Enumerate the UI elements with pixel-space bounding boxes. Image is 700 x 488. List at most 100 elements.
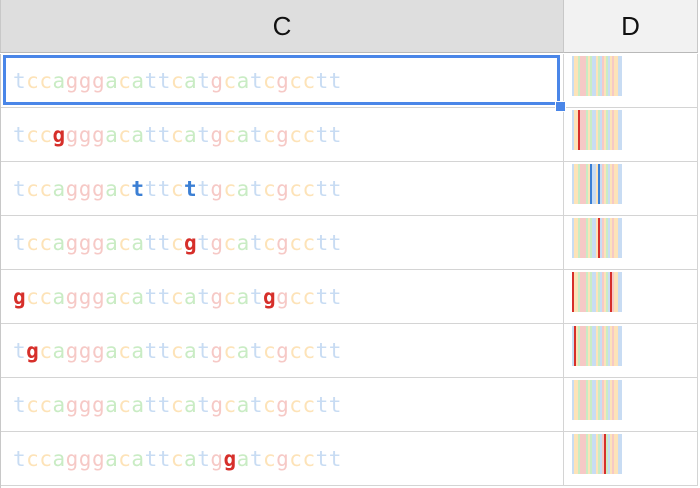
nucleotide: c [302, 176, 316, 201]
strip-band [606, 326, 608, 366]
nucleotide: c [302, 68, 316, 93]
nucleotide: t [157, 392, 171, 417]
nucleotide: g [65, 392, 79, 417]
nucleotide: t [131, 176, 145, 201]
strip-band [600, 326, 602, 366]
nucleotide: g [210, 68, 224, 93]
fill-handle[interactable] [555, 101, 566, 112]
column-header-c[interactable]: C [0, 0, 564, 53]
nucleotide: c [170, 446, 185, 471]
nucleotide: t [144, 284, 158, 309]
sequence-text: tccagggacattcatggatcgcctt [13, 447, 342, 471]
sequence-color-strip [572, 110, 622, 150]
nucleotide: c [26, 446, 40, 471]
strip-band [612, 434, 614, 474]
nucleotide: a [105, 338, 119, 363]
nucleotide: t [13, 122, 27, 147]
nucleotide: c [262, 68, 277, 93]
cell-d-sequence-strip[interactable] [564, 324, 698, 378]
cell-d-sequence-strip[interactable] [564, 108, 698, 162]
strip-band [594, 218, 596, 258]
strip-band [578, 218, 580, 258]
strip-band [612, 218, 614, 258]
column-header-d[interactable]: D [564, 0, 698, 53]
strip-band [612, 164, 614, 204]
nucleotide: c [262, 122, 277, 147]
strip-band [620, 56, 622, 96]
nucleotide: c [39, 68, 53, 93]
nucleotide: t [197, 68, 211, 93]
strip-band [586, 272, 588, 312]
cell-d-sequence-strip[interactable] [564, 54, 698, 108]
strip-band [602, 380, 604, 420]
nucleotide: a [52, 338, 66, 363]
strip-band [594, 110, 596, 150]
nucleotide: a [105, 284, 119, 309]
nucleotide: t [249, 338, 263, 363]
cell-c-sequence[interactable]: tccagggacattcatggatcgcctt [1, 432, 564, 486]
nucleotide: g [210, 392, 224, 417]
nucleotide: g [210, 284, 224, 309]
strip-band [606, 272, 608, 312]
strip-band [576, 110, 578, 150]
cell-c-sequence[interactable]: tccagggacattcgtgcatcgcctt [1, 216, 564, 270]
nucleotide: t [315, 284, 329, 309]
nucleotide: t [328, 284, 342, 309]
strip-band [578, 56, 580, 96]
cell-c-sequence[interactable]: tccggggacattcatgcatcgcctt [1, 108, 564, 162]
nucleotide: a [184, 68, 198, 93]
nucleotide: a [52, 446, 66, 471]
cell-d-sequence-strip[interactable] [564, 270, 698, 324]
cell-c-sequence[interactable]: tccagggacattcatgcatcgcctt [1, 378, 564, 432]
nucleotide: a [131, 338, 145, 363]
nucleotide: g [210, 230, 224, 255]
strip-band [586, 56, 588, 96]
strip-band [592, 110, 594, 150]
nucleotide: c [39, 122, 53, 147]
strip-band [608, 380, 610, 420]
strip-band [582, 164, 584, 204]
cell-c-sequence[interactable]: tccagggactttcttgcatcgcctt [1, 162, 564, 216]
strip-band [600, 110, 602, 150]
strip-band [610, 110, 612, 150]
cell-c-sequence[interactable]: tccagggacattcatgcatcgcctt [1, 54, 564, 108]
nucleotide: a [105, 68, 119, 93]
nucleotide: t [157, 176, 171, 201]
nucleotide: a [131, 446, 145, 471]
strip-band [572, 272, 574, 312]
strip-band [572, 164, 574, 204]
nucleotide: t [315, 230, 329, 255]
strip-band [584, 56, 586, 96]
cell-d-sequence-strip[interactable] [564, 378, 698, 432]
nucleotide: c [26, 176, 40, 201]
nucleotide: t [249, 230, 263, 255]
strip-band [618, 272, 620, 312]
cell-d-sequence-strip[interactable] [564, 162, 698, 216]
strip-band [602, 56, 604, 96]
nucleotide: t [315, 338, 329, 363]
cell-c-sequence[interactable]: tgcagggacattcatgcatcgcctt [1, 324, 564, 378]
strip-band [594, 380, 596, 420]
strip-band [582, 272, 584, 312]
sequence-text: tccagggacattcatgcatcgcctt [13, 69, 342, 93]
strip-band [582, 326, 584, 366]
nucleotide: a [236, 230, 250, 255]
nucleotide: t [157, 122, 171, 147]
nucleotide: g [65, 446, 79, 471]
cell-d-sequence-strip[interactable] [564, 432, 698, 486]
nucleotide: g [78, 392, 92, 417]
strip-band [572, 56, 574, 96]
strip-band [616, 434, 618, 474]
strip-band [594, 326, 596, 366]
strip-band [616, 326, 618, 366]
strip-band [614, 164, 616, 204]
strip-band [598, 218, 600, 258]
nucleotide: a [184, 446, 198, 471]
strip-band [600, 218, 602, 258]
cell-d-sequence-strip[interactable] [564, 216, 698, 270]
nucleotide: c [289, 122, 303, 147]
cell-c-sequence[interactable]: gccagggacattcatgcatggcctt [1, 270, 564, 324]
nucleotide: c [223, 338, 237, 363]
strip-band [590, 110, 592, 150]
